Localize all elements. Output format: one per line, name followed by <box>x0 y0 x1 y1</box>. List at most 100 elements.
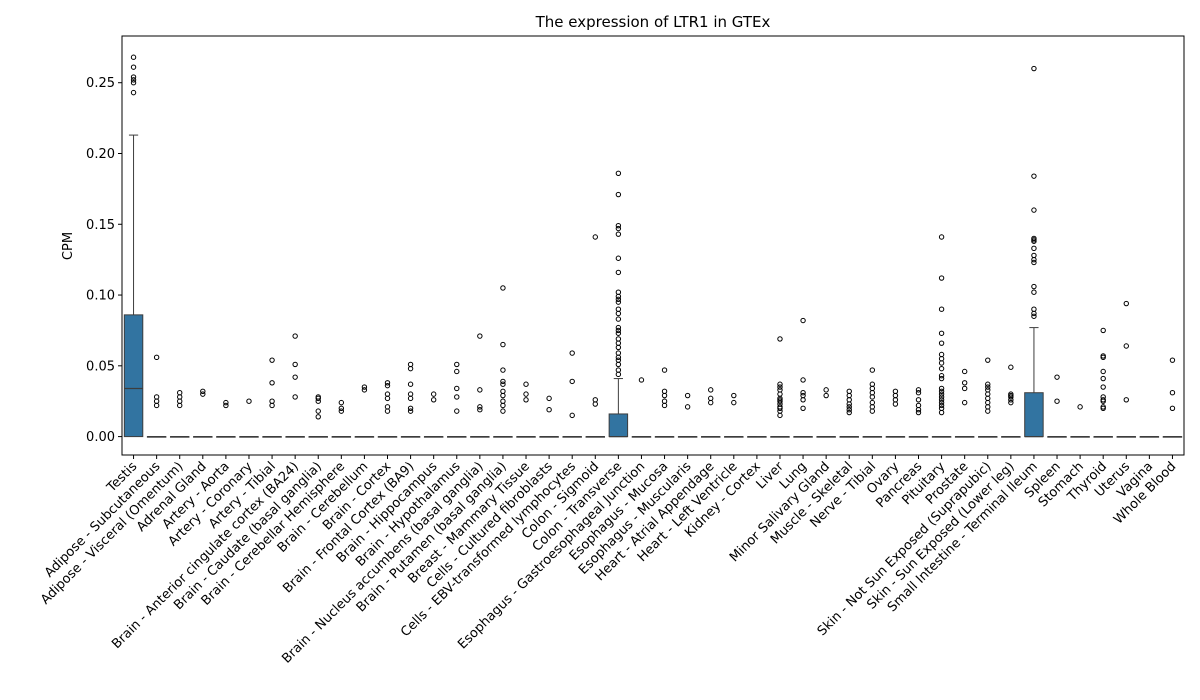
outlier-point <box>961 385 968 392</box>
outlier-point <box>592 234 598 240</box>
box-group <box>1139 435 1160 438</box>
outlier-point <box>292 374 298 380</box>
outlier-point <box>500 367 506 373</box>
box-body <box>1024 392 1044 438</box>
outlier-point <box>823 392 829 399</box>
outlier-point <box>523 381 529 387</box>
box-group <box>423 391 444 438</box>
box-group <box>677 392 698 438</box>
box-group <box>562 350 582 438</box>
y-tick-label: 0.00 <box>86 430 115 445</box>
outlier-point <box>846 388 852 395</box>
box-group <box>193 388 213 438</box>
outlier-point <box>338 405 345 411</box>
y-tick-label: 0.20 <box>86 147 115 162</box>
outlier-point <box>1008 399 1014 406</box>
outlier-point <box>153 394 160 400</box>
box-group <box>539 395 559 438</box>
outlier-point <box>615 330 622 336</box>
box-group <box>908 387 929 438</box>
outlier-point <box>1008 397 1014 403</box>
y-tick-label: 0.10 <box>86 289 115 304</box>
outlier-point <box>938 360 945 366</box>
box-group <box>377 380 398 438</box>
outlier-point <box>500 398 506 404</box>
outlier-point <box>938 388 945 395</box>
outlier-point <box>661 398 668 404</box>
outlier-point <box>708 399 714 406</box>
outlier-point <box>500 381 506 387</box>
outlier-point <box>500 392 506 399</box>
outlier-point <box>407 365 414 372</box>
box-group <box>331 399 352 438</box>
outlier-point <box>661 367 668 373</box>
outlier-point <box>777 405 783 411</box>
y-axis-label: CPM <box>61 232 76 260</box>
outlier-point <box>477 333 483 339</box>
outlier-point <box>777 336 783 342</box>
outlier-point <box>1031 207 1037 213</box>
box-group <box>862 367 883 438</box>
box-group <box>1162 357 1183 438</box>
outlier-point <box>1031 310 1037 317</box>
outlier-point <box>407 391 414 397</box>
outlier-point <box>615 231 622 237</box>
box-group <box>470 333 490 438</box>
box-group <box>516 381 536 438</box>
outlier-point <box>1100 368 1106 375</box>
outlier-point <box>961 368 968 375</box>
outlier-point <box>546 395 552 402</box>
outlier-point <box>684 392 691 399</box>
outlier-point <box>615 306 622 312</box>
box-group <box>239 398 259 438</box>
outlier-point <box>800 405 806 411</box>
box-group <box>700 387 721 438</box>
outlier-point <box>985 399 991 406</box>
outlier-point <box>615 367 622 373</box>
outlier-point <box>846 409 852 416</box>
outlier-point <box>961 380 968 386</box>
outlier-point <box>777 384 783 390</box>
outlier-point <box>130 74 137 80</box>
outlier-point <box>846 397 852 403</box>
outlier-point <box>615 371 622 378</box>
outlier-point <box>315 395 321 402</box>
outlier-point <box>638 377 645 383</box>
box-group <box>447 361 467 438</box>
outlier-point <box>569 350 575 356</box>
outlier-point <box>615 336 622 342</box>
outlier-point <box>869 381 876 387</box>
outlier-point <box>938 356 945 362</box>
outlier-point <box>800 397 806 403</box>
outlier-point <box>130 89 137 96</box>
outlier-point <box>1123 343 1129 349</box>
outlier-point <box>846 404 852 410</box>
outlier-point <box>153 402 160 409</box>
outlier-point <box>615 350 622 356</box>
outlier-point <box>269 402 275 409</box>
outlier-point <box>869 408 876 414</box>
outlier-point <box>407 361 414 368</box>
outlier-point <box>315 414 321 420</box>
outlier-point <box>454 361 460 368</box>
outlier-point <box>1123 300 1129 307</box>
outlier-point <box>292 361 298 368</box>
outlier-point <box>985 391 991 397</box>
outlier-point <box>177 394 183 400</box>
outlier-point <box>1054 398 1060 404</box>
outlier-point <box>500 408 506 414</box>
outlier-point <box>1100 384 1106 390</box>
outlier-point <box>938 351 945 358</box>
outlier-point <box>200 391 206 397</box>
outlier-point <box>915 402 922 409</box>
outlier-point <box>846 401 852 407</box>
outlier-point <box>1031 259 1037 266</box>
outlier-point <box>777 412 783 419</box>
outlier-point <box>361 387 368 393</box>
outlier-point <box>892 392 899 399</box>
outlier-point <box>731 399 737 406</box>
outlier-point <box>177 402 183 409</box>
outlier-point <box>130 64 137 70</box>
box-group <box>169 390 190 438</box>
